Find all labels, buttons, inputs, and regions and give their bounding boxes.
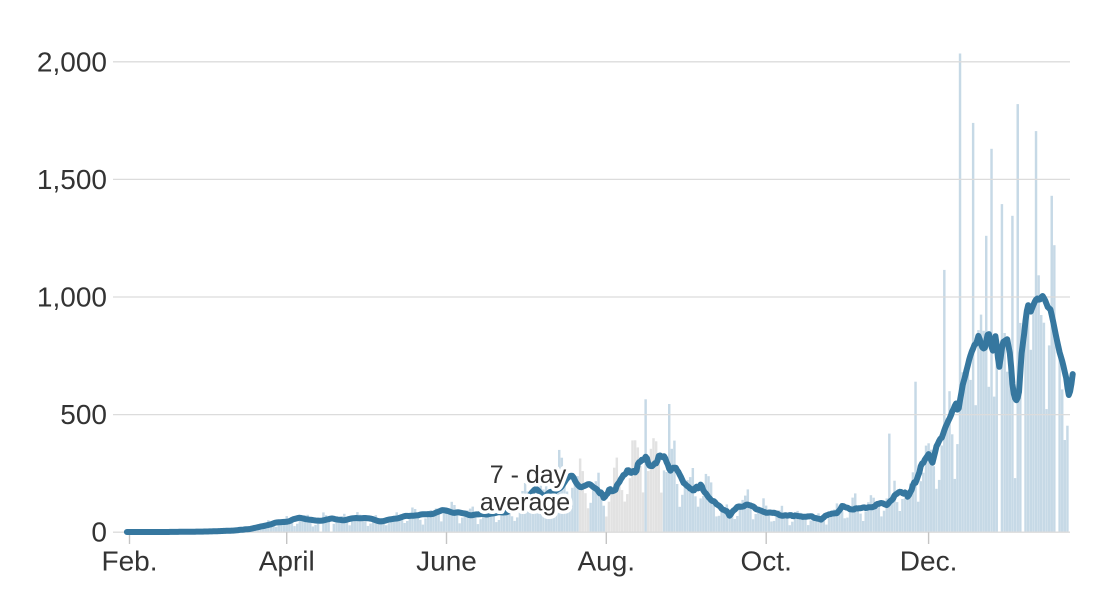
svg-text:Feb.: Feb. — [101, 546, 157, 577]
svg-text:1,000: 1,000 — [37, 282, 107, 313]
svg-text:1,500: 1,500 — [37, 164, 107, 195]
svg-text:Dec.: Dec. — [900, 546, 958, 577]
svg-text:Oct.: Oct. — [741, 546, 792, 577]
svg-text:0: 0 — [91, 517, 107, 548]
svg-text:June: June — [416, 546, 477, 577]
svg-text:April: April — [259, 546, 315, 577]
svg-text:7 - day: 7 - day — [490, 461, 567, 489]
svg-text:2,000: 2,000 — [37, 46, 107, 77]
svg-text:500: 500 — [60, 399, 107, 430]
svg-text:Aug.: Aug. — [577, 546, 635, 577]
svg-text:average: average — [480, 489, 570, 517]
